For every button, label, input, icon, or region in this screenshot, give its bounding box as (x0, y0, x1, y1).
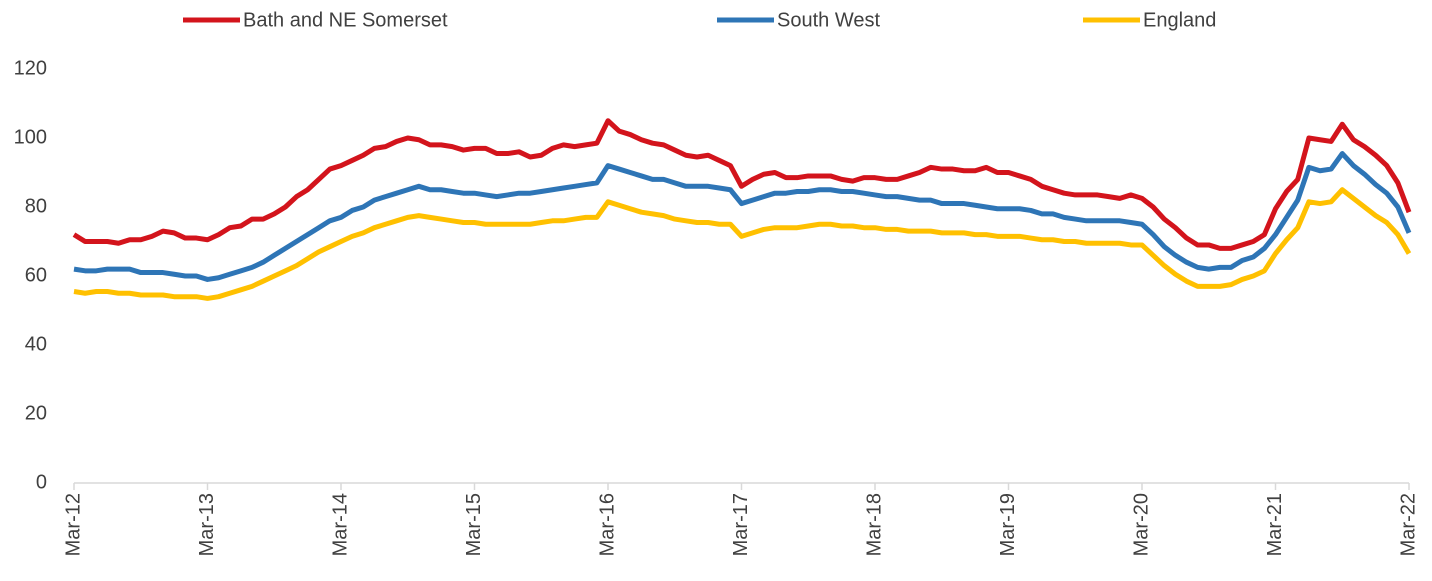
legend-label: South West (777, 9, 880, 31)
x-tick-label: Mar-14 (329, 493, 351, 556)
x-tick-label: Mar-12 (62, 493, 84, 556)
series-line (73, 187, 1412, 301)
y-tick-label: 60 (25, 264, 47, 286)
y-tick-label: 40 (25, 333, 47, 355)
y-tick-label: 120 (14, 57, 47, 79)
y-tick-label: 20 (25, 402, 47, 424)
y-tick-label: 0 (36, 471, 47, 493)
legend-label: England (1143, 9, 1216, 31)
x-tick-label: Mar-15 (463, 493, 485, 556)
series-line (72, 118, 1412, 251)
x-tick-label: Mar-16 (596, 493, 618, 556)
x-tick-label: Mar-18 (863, 493, 885, 556)
x-tick-label: Mar-22 (1397, 493, 1419, 556)
x-tick-label: Mar-19 (997, 493, 1019, 556)
x-tick-label: Mar-13 (196, 493, 218, 556)
x-tick-label: Mar-17 (730, 493, 752, 556)
legend-label: Bath and NE Somerset (243, 9, 448, 31)
x-tick-label: Mar-20 (1130, 493, 1152, 556)
y-tick-label: 100 (14, 126, 47, 148)
series-line (73, 151, 1412, 282)
x-tick-label: Mar-21 (1264, 493, 1286, 556)
y-tick-label: 80 (25, 195, 47, 217)
